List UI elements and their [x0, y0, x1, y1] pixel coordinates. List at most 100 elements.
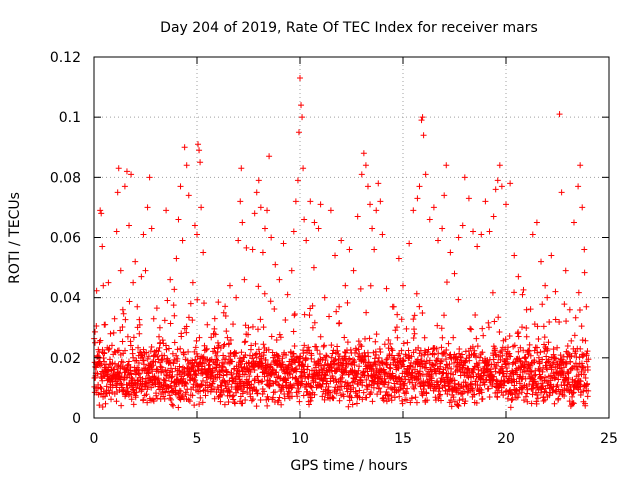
data-point	[479, 349, 486, 356]
data-point	[321, 361, 328, 368]
data-point	[469, 343, 476, 350]
data-point	[167, 320, 174, 327]
data-point	[132, 394, 139, 401]
data-point	[142, 267, 149, 274]
data-point	[225, 381, 232, 388]
data-point	[276, 276, 283, 283]
data-point	[451, 359, 458, 366]
data-point	[543, 365, 550, 372]
data-point	[156, 333, 163, 340]
data-point	[574, 366, 581, 373]
data-point	[472, 312, 479, 319]
data-point	[433, 370, 440, 377]
data-point	[476, 390, 483, 397]
data-point	[245, 331, 252, 338]
data-point	[138, 386, 145, 393]
data-point	[478, 373, 485, 380]
data-point	[585, 387, 592, 394]
data-point	[328, 354, 335, 361]
data-point	[128, 396, 135, 403]
data-point	[180, 375, 187, 382]
data-point	[579, 337, 586, 344]
data-point	[425, 346, 432, 353]
data-point	[119, 323, 126, 330]
data-point	[383, 356, 390, 363]
data-point	[410, 207, 417, 214]
data-point	[287, 371, 294, 378]
data-point	[201, 300, 208, 307]
data-point	[128, 171, 135, 178]
data-point	[416, 303, 423, 310]
data-point	[481, 381, 488, 388]
data-point	[275, 397, 282, 404]
data-point	[328, 342, 335, 349]
data-point	[346, 355, 353, 362]
data-point	[214, 357, 221, 364]
data-point	[292, 198, 299, 205]
data-point	[575, 289, 582, 296]
data-point	[238, 357, 245, 364]
data-point	[119, 338, 126, 345]
data-point	[268, 234, 275, 241]
data-point	[519, 324, 526, 331]
data-point	[515, 273, 522, 280]
data-point	[475, 366, 482, 373]
data-point	[235, 383, 242, 390]
data-point	[388, 345, 395, 352]
data-point	[328, 364, 335, 371]
data-point	[438, 325, 445, 332]
data-point	[502, 336, 509, 343]
data-point	[215, 299, 222, 306]
data-point	[322, 357, 329, 364]
data-point	[384, 384, 391, 391]
data-point	[448, 365, 455, 372]
data-point	[236, 355, 243, 362]
data-point	[261, 225, 268, 232]
data-point	[307, 397, 314, 404]
data-point	[377, 348, 384, 355]
data-point	[372, 338, 379, 345]
data-point	[527, 306, 534, 313]
data-point	[443, 347, 450, 354]
data-point	[237, 382, 244, 389]
data-point	[400, 357, 407, 364]
data-point	[309, 302, 316, 309]
data-point	[536, 366, 543, 373]
data-point	[507, 180, 514, 187]
data-point	[419, 309, 426, 316]
data-point	[421, 334, 428, 341]
data-point	[584, 380, 591, 387]
data-point	[435, 381, 442, 388]
data-point	[496, 369, 503, 376]
data-point	[258, 378, 265, 385]
data-point	[485, 385, 492, 392]
data-point	[504, 356, 511, 363]
data-point	[506, 332, 513, 339]
data-point	[396, 393, 403, 400]
data-point	[295, 388, 302, 395]
data-point	[311, 319, 318, 326]
data-point	[146, 174, 153, 181]
data-point	[97, 337, 104, 344]
data-point	[309, 324, 316, 331]
data-point	[443, 279, 450, 286]
data-point	[434, 322, 441, 329]
data-point	[130, 401, 137, 408]
data-point	[306, 401, 313, 408]
data-point	[331, 360, 338, 367]
data-point	[174, 355, 181, 362]
data-point	[330, 395, 337, 402]
data-point	[427, 385, 434, 392]
data-point	[381, 341, 388, 348]
data-point	[91, 328, 98, 335]
data-point	[105, 279, 112, 286]
data-point	[345, 403, 352, 410]
data-point	[278, 401, 285, 408]
data-point	[344, 299, 351, 306]
data-point	[490, 356, 497, 363]
data-point	[255, 283, 262, 290]
data-point	[179, 378, 186, 385]
data-point	[357, 285, 364, 292]
data-point	[268, 361, 275, 368]
